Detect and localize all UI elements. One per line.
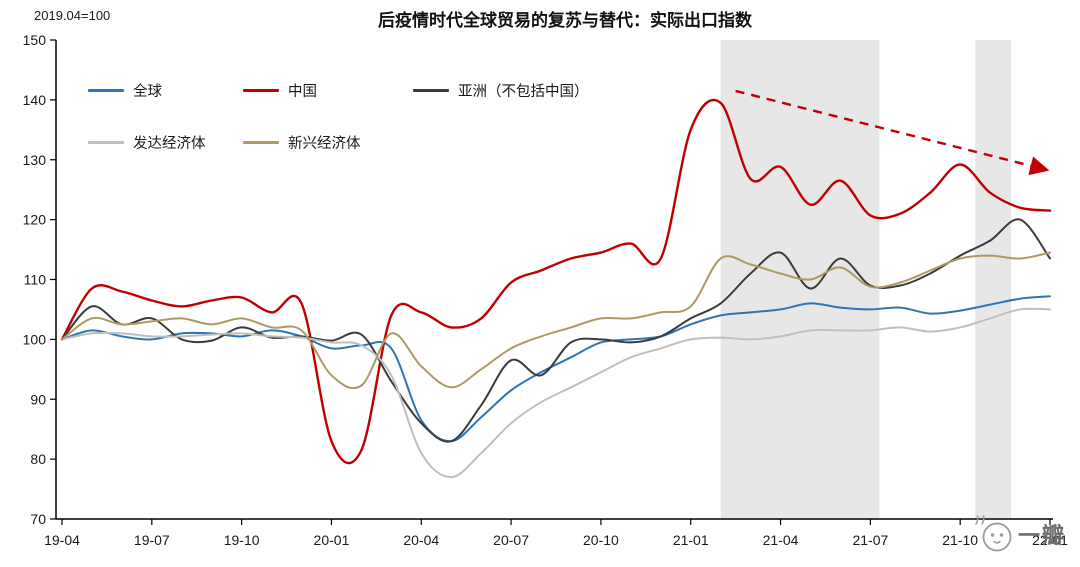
x-tick-label: 20-10 — [583, 532, 619, 548]
x-tick-label: 20-04 — [403, 532, 439, 548]
legend-item: 全球 — [88, 80, 243, 101]
y-tick-label: 90 — [30, 391, 46, 407]
legend-item: 发达经济体 — [88, 132, 243, 153]
trend-arrow — [735, 89, 1050, 176]
watermark-text: 一瓣 — [1017, 523, 1066, 548]
highlight-band-2 — [975, 40, 1012, 519]
legend-swatch-icon — [88, 140, 124, 144]
series-line-1 — [60, 98, 1052, 465]
legend-label: 发达经济体 — [133, 135, 206, 152]
legend-label: 中国 — [288, 83, 317, 100]
legend-item: 亚洲（不包括中国） — [413, 80, 589, 101]
y-tick-label: 130 — [23, 152, 47, 168]
chart-title: 后疫情时代全球贸易的复苏与替代：实际出口指数 — [378, 11, 752, 30]
legend-swatch-icon — [88, 88, 124, 92]
x-tick-label: 20-07 — [493, 532, 529, 548]
legend-label: 亚洲（不包括中国） — [458, 83, 589, 100]
x-tick-label: 20-01 — [314, 532, 350, 548]
legend-row: 发达经济体 新兴经济体 — [88, 130, 589, 154]
legend-item: 中国 — [243, 80, 413, 101]
x-tick-label: 19-10 — [224, 532, 260, 548]
chart-legend: 全球 中国 亚洲（不包括中国） 发达经济体 新兴经济体 — [88, 78, 589, 182]
y-tick-label: 80 — [30, 451, 46, 467]
y-tick-label: 100 — [23, 331, 47, 347]
y-tick-label: 110 — [24, 272, 47, 288]
series-line-4 — [61, 251, 1051, 390]
legend-swatch-icon — [413, 88, 449, 92]
legend-label: 全球 — [133, 83, 162, 100]
series-line-3 — [61, 307, 1051, 479]
x-tick-label: 21-01 — [673, 532, 709, 548]
series-line-2 — [61, 218, 1051, 443]
x-tick-label: 19-07 — [134, 532, 170, 548]
y-tick-label: 150 — [23, 32, 47, 48]
y-tick-label: 120 — [23, 212, 47, 228]
y-tick-label: 140 — [23, 92, 47, 108]
legend-swatch-icon — [243, 88, 279, 92]
legend-label: 新兴经济体 — [288, 135, 361, 152]
watermark-logo-icon — [975, 515, 1012, 552]
x-tick-label: 21-07 — [852, 532, 888, 548]
legend-swatch-icon — [243, 140, 279, 144]
index-base-note: 2019.04=100 — [34, 8, 111, 23]
watermark: 一瓣 — [972, 513, 1066, 555]
legend-item: 新兴经济体 — [243, 132, 361, 153]
legend-row: 全球 中国 亚洲（不包括中国） — [88, 78, 589, 102]
x-tick-label: 21-04 — [763, 532, 799, 548]
series-line-0 — [61, 295, 1051, 443]
x-tick-label: 19-04 — [44, 532, 80, 548]
y-tick-label: 70 — [30, 511, 46, 527]
x-tick-label: 21-10 — [942, 532, 978, 548]
x-tick-label: 22-01 — [1032, 532, 1068, 548]
